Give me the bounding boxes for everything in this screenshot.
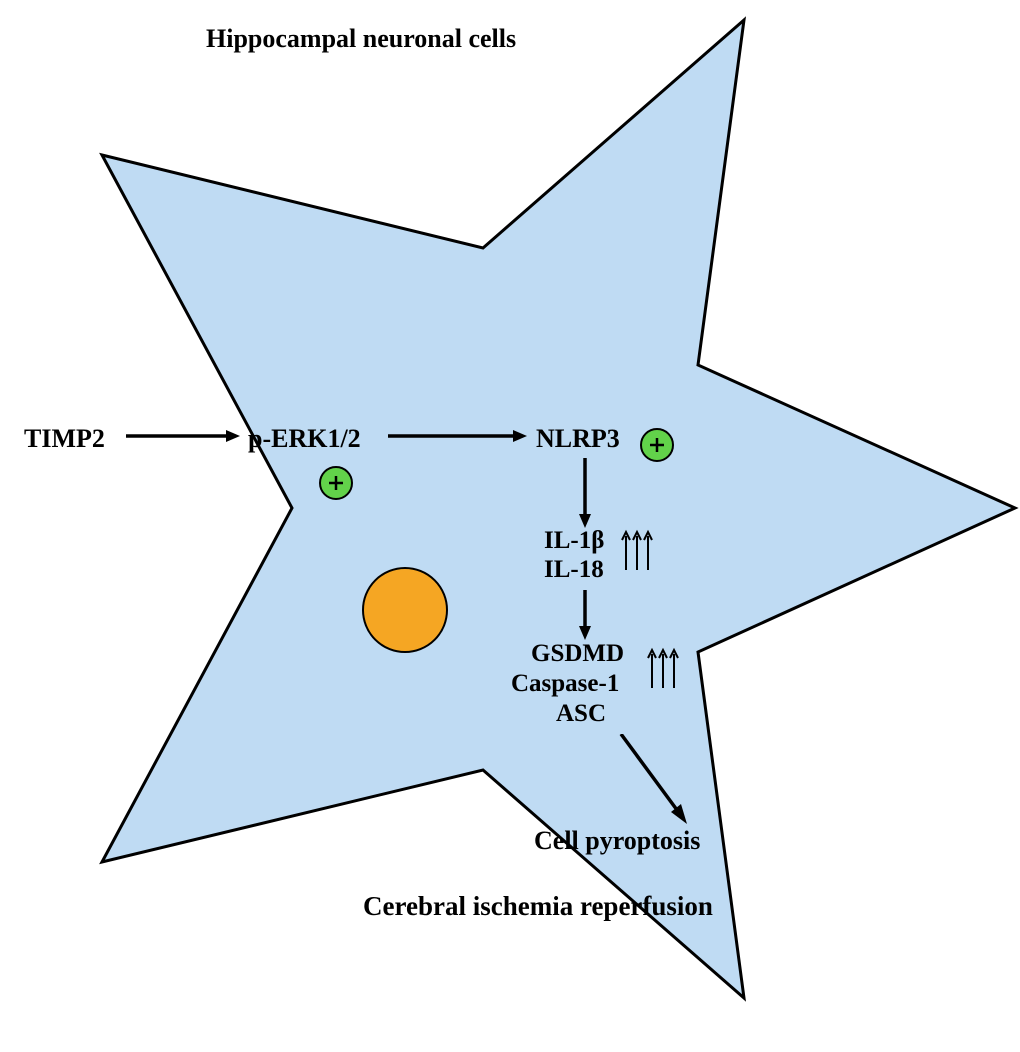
- caspase1-label: Caspase-1: [511, 670, 619, 698]
- asc-label: ASC: [556, 700, 606, 728]
- arrow-asc-pyroptosis: [615, 734, 705, 834]
- reperfusion-label: Cerebral ischemia reperfusion: [363, 891, 713, 922]
- il1b-label: IL-1β: [544, 527, 604, 555]
- perk-label: p-ERK1/2: [248, 424, 361, 454]
- up-arrows-il: [621, 528, 661, 574]
- arrow-timp2-perk: [126, 428, 246, 448]
- arrow-nlrp3-il1b: [576, 458, 596, 530]
- plus-icon: [647, 435, 667, 455]
- plus-icon: [326, 473, 346, 493]
- plus-marker-perk: [319, 466, 353, 500]
- arrow-perk-nlrp3: [388, 428, 538, 448]
- pyroptosis-label: Cell pyroptosis: [534, 826, 700, 856]
- arrow-il18-gsdmd: [576, 590, 596, 642]
- il18-label: IL-18: [544, 556, 604, 584]
- timp2-label: TIMP2: [24, 424, 105, 454]
- up-arrows-gsdmd: [647, 646, 687, 692]
- title-label: Hippocampal neuronal cells: [206, 24, 516, 54]
- nlrp3-label: NLRP3: [536, 424, 620, 454]
- plus-marker-nlrp3: [640, 428, 674, 462]
- nucleus-circle: [362, 567, 448, 653]
- diagram-container: Hippocampal neuronal cells TIMP2 p-ERK1/…: [0, 0, 1020, 1052]
- gsdmd-label: GSDMD: [531, 640, 624, 668]
